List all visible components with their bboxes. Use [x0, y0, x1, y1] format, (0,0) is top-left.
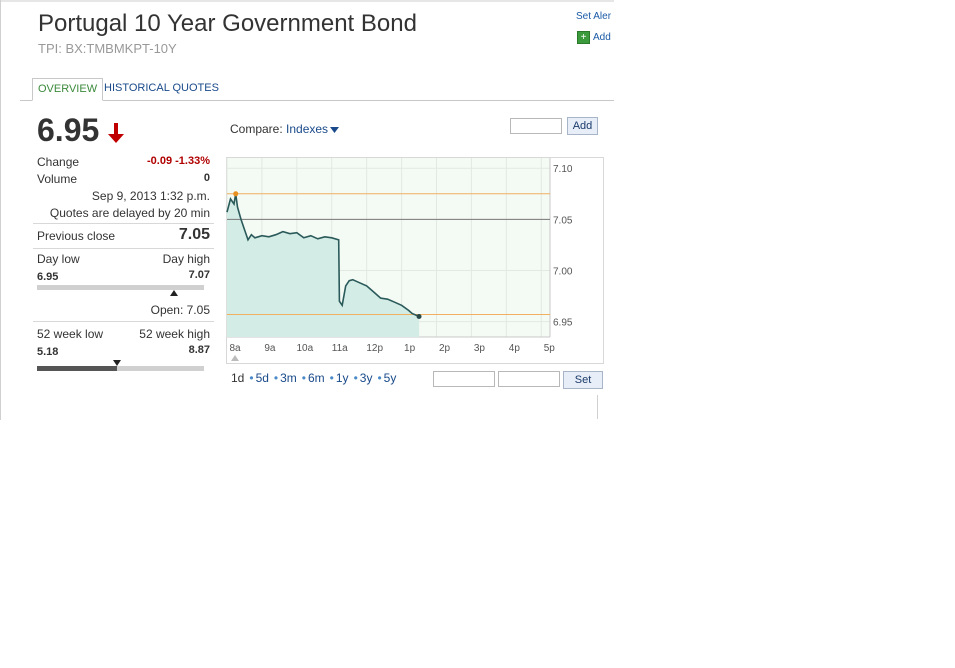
x-tick-label: 11a — [332, 343, 348, 354]
price-chart[interactable]: 7.10 7.05 7.00 6.95 8a 9a 10a 11a 12p 1p 2p 3p 4p 5p — [226, 157, 604, 364]
compare-symbol-input[interactable] — [510, 118, 562, 134]
range-separator: • — [353, 371, 358, 385]
compare-label: Compare: — [230, 122, 283, 136]
week52-range-fill — [37, 366, 118, 371]
range-option-5y[interactable]: 5y — [383, 371, 397, 385]
week52-labels: 52 week low 52 week high — [37, 327, 210, 341]
divider — [33, 248, 214, 249]
tab-overview[interactable]: OVERVIEW — [32, 78, 104, 101]
y-tick-label: 7.05 — [553, 215, 573, 226]
day-range-values: 6.95 7.07 — [37, 269, 210, 283]
compare-indexes-label: Indexes — [286, 122, 329, 136]
top-border — [0, 0, 614, 2]
range-option-1y[interactable]: 1y — [335, 371, 349, 385]
delay-note: Quotes are delayed by 20 min — [49, 206, 210, 220]
previous-close-row: Previous close 7.05 — [37, 226, 210, 243]
page-title: Portugal 10 Year Government Bond — [38, 10, 417, 37]
week52-range-bar — [37, 366, 204, 371]
range-separator: • — [377, 371, 382, 385]
divider — [33, 321, 214, 322]
chevron-down-icon — [330, 126, 340, 133]
ticker-symbol: TPI: BX:TMBMKPT-10Y — [38, 41, 177, 56]
x-tick-label: 12p — [366, 343, 383, 354]
day-low-value: 6.95 — [37, 271, 59, 283]
previous-close-label: Previous close — [37, 229, 116, 243]
price-line-series — [226, 193, 420, 318]
y-tick-label: 7.10 — [553, 164, 573, 175]
y-tick-label: 7.00 — [553, 267, 573, 278]
range-separator: • — [301, 371, 306, 385]
divider — [33, 223, 214, 224]
day-range-labels: Day low Day high — [37, 252, 210, 266]
x-tick-label: 10a — [296, 343, 313, 354]
range-separator: • — [329, 371, 334, 385]
range-selector: 1d • 5d • 3m • 6m • 1y • 3y • 5y — [231, 371, 398, 385]
open-text: Open: 7.05 — [150, 303, 210, 317]
set-range-button[interactable]: Set — [563, 371, 603, 389]
arrow-down-icon — [108, 123, 124, 143]
range-separator: • — [249, 371, 254, 385]
y-tick-label: 6.95 — [553, 318, 573, 329]
change-label: Change — [37, 155, 80, 169]
left-border — [0, 0, 1, 420]
date-from-input[interactable] — [433, 371, 495, 387]
last-price-point — [416, 314, 422, 320]
day-high-value: 7.07 — [188, 269, 210, 281]
tab-historical-quotes[interactable]: HISTORICAL QUOTES — [104, 82, 219, 94]
volume-value: 0 — [203, 172, 210, 184]
change-value: -0.09 -1.33% — [147, 155, 210, 167]
x-tick-label: 2p — [439, 343, 451, 354]
range-option-3m[interactable]: 3m — [280, 371, 297, 385]
x-axis-ticks: 8a 9a 10a 11a 12p 1p 2p 3p 4p 5p — [229, 343, 555, 361]
last-price: 6.95 — [37, 112, 100, 148]
open-marker — [170, 290, 178, 296]
day-high-label: Day high — [162, 252, 210, 266]
week52-low-label: 52 week low — [37, 327, 104, 341]
range-separator: • — [273, 371, 279, 385]
x-tick-label: 3p — [474, 343, 486, 354]
x-tick-label: 4p — [509, 343, 521, 354]
day-range-bar — [37, 285, 204, 290]
x-tick-label: 8a — [229, 343, 241, 354]
day-low-label: Day low — [37, 252, 80, 266]
compare-control: Compare: Indexes — [230, 122, 340, 136]
tab-bar: OVERVIEW HISTORICAL QUOTES — [20, 78, 614, 101]
add-label: Add — [593, 31, 611, 43]
compare-add-button[interactable]: Add — [567, 117, 598, 135]
change-row: Change -0.09 -1.33% — [37, 155, 210, 169]
reference-lines — [227, 193, 550, 316]
x-tick-label: 9a — [264, 343, 276, 354]
plus-icon: + — [577, 30, 590, 44]
right-border — [597, 395, 598, 419]
range-option-1d[interactable]: 1d — [231, 371, 245, 385]
compare-indexes-dropdown[interactable]: Indexes — [286, 122, 340, 136]
range-option-6m[interactable]: 6m — [308, 371, 325, 385]
set-alert-link[interactable]: Set Aler — [576, 11, 612, 22]
week52-marker — [113, 360, 122, 366]
week52-low-value: 5.18 — [37, 346, 59, 358]
range-option-5d[interactable]: 5d — [255, 371, 269, 385]
week52-high-value: 8.87 — [188, 344, 210, 356]
chart-markers — [233, 191, 422, 320]
quote-timestamp: Sep 9, 2013 1:32 p.m. — [91, 189, 210, 203]
volume-label: Volume — [37, 172, 78, 186]
range-handle-icon — [231, 355, 239, 361]
x-tick-label: 5p — [544, 343, 556, 354]
date-to-input[interactable] — [498, 371, 560, 387]
week52-values: 5.18 8.87 — [37, 344, 210, 358]
chart-area-fill — [227, 193, 420, 337]
range-option-3y[interactable]: 3y — [359, 371, 373, 385]
y-axis-ticks: 7.10 7.05 7.00 6.95 — [553, 164, 573, 328]
x-tick-label: 1p — [404, 343, 416, 354]
previous-close-value: 7.05 — [178, 226, 210, 243]
week52-high-label: 52 week high — [139, 327, 210, 341]
volume-row: Volume 0 — [37, 172, 210, 186]
day-high-point — [233, 191, 239, 197]
add-to-watchlist-button[interactable]: + Add — [577, 30, 611, 44]
